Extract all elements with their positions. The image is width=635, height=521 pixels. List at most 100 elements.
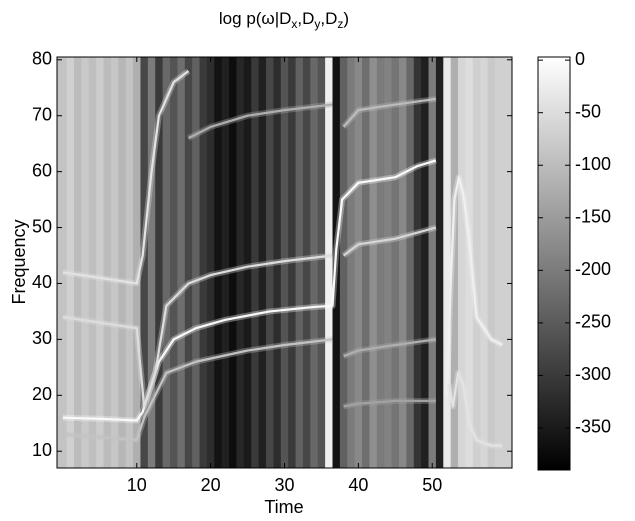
- y-tick-label: 70: [32, 104, 52, 124]
- heat-column: [57, 57, 68, 468]
- heat-column: [110, 57, 119, 468]
- heat-column: [251, 57, 260, 468]
- colorbar-tick-label: -200: [575, 259, 611, 279]
- heat-column: [347, 57, 356, 468]
- title-subscript: y: [314, 17, 320, 31]
- x-tick-label: 50: [422, 475, 442, 495]
- heat-column: [495, 57, 512, 468]
- title-part: log p(ω|D: [219, 9, 292, 28]
- colorbar: [537, 56, 571, 471]
- title-subscript: x: [291, 17, 297, 31]
- heat-column: [413, 57, 422, 468]
- ridge: [448, 371, 503, 447]
- y-axis-label: Frequency: [9, 219, 29, 304]
- title-part: ): [343, 9, 349, 28]
- heat-column: [317, 57, 326, 468]
- colorbar-tick-label: -300: [575, 364, 611, 384]
- ridge: [62, 70, 190, 285]
- ridge: [342, 226, 437, 257]
- heat-column: [384, 57, 393, 468]
- ridge: [62, 338, 333, 442]
- y-tick-label: 10: [32, 440, 52, 460]
- colorbar-tick-label: -50: [575, 101, 601, 121]
- y-tick-label: 30: [32, 328, 52, 348]
- heat-column: [443, 57, 452, 468]
- heat-column: [73, 57, 82, 468]
- heat-column: [88, 57, 97, 468]
- heat-column: [339, 57, 348, 468]
- heat-column: [325, 57, 334, 468]
- y-tick-label: 80: [32, 49, 52, 69]
- heat-column: [103, 57, 112, 468]
- heat-column: [177, 57, 186, 468]
- y-tick-label: 50: [32, 216, 52, 236]
- heat-column: [170, 57, 178, 468]
- heat-column: [243, 57, 252, 468]
- heat-column: [487, 57, 496, 468]
- heat-column: [147, 57, 156, 468]
- y-tick-label: 60: [32, 160, 52, 180]
- heat-column: [280, 57, 289, 468]
- heat-column: [391, 57, 400, 468]
- heat-column: [192, 57, 201, 468]
- heatmap: [57, 57, 512, 468]
- heat-column: [125, 57, 134, 468]
- y-tick-label: 20: [32, 384, 52, 404]
- x-tick-label: 20: [201, 475, 221, 495]
- ridge: [343, 338, 437, 358]
- heat-column: [302, 57, 311, 468]
- heat-column: [118, 57, 127, 468]
- heat-column: [258, 57, 267, 468]
- ridge: [342, 97, 437, 128]
- heat-column: [155, 57, 164, 468]
- x-axis-label: Time: [264, 497, 303, 517]
- heat-column: [376, 57, 385, 468]
- heat-column: [406, 57, 415, 468]
- heat-column: [435, 57, 444, 468]
- heat-column: [421, 57, 430, 468]
- ridge: [187, 103, 333, 140]
- colorbar-tick-label: 0: [575, 49, 585, 69]
- heat-column: [288, 57, 297, 468]
- ridge: [62, 254, 333, 408]
- heat-column: [480, 57, 489, 468]
- heat-column: [354, 57, 363, 468]
- heat-column: [199, 57, 208, 468]
- heat-column: [133, 57, 141, 468]
- colorbar-tick-label: -250: [575, 312, 611, 332]
- title-subscript: z: [337, 17, 343, 31]
- chart-title: log p(ω|Dx,Dy,Dz): [219, 9, 349, 31]
- colorbar-tick-label: -350: [575, 417, 611, 437]
- heat-column: [458, 57, 466, 468]
- heat-column: [362, 57, 370, 468]
- x-tick-label: 40: [348, 475, 368, 495]
- title-part: ,D: [297, 9, 314, 28]
- heat-column: [236, 57, 245, 468]
- heat-column: [184, 57, 193, 468]
- heat-column: [66, 57, 75, 468]
- heat-column: [369, 57, 378, 468]
- heat-column: [221, 57, 230, 468]
- colorbar-tick-label: -100: [575, 154, 611, 174]
- heat-column: [81, 57, 90, 468]
- heat-column: [472, 57, 481, 468]
- x-tick-label: 10: [127, 475, 147, 495]
- heat-column: [140, 57, 149, 468]
- heat-column: [428, 57, 437, 468]
- x-tick-label: 30: [274, 475, 294, 495]
- colorbar-tick-label: -150: [575, 207, 611, 227]
- ridge: [343, 399, 436, 408]
- heat-column: [229, 57, 237, 468]
- heat-column: [162, 57, 171, 468]
- heat-column: [214, 57, 223, 468]
- heat-column: [450, 57, 459, 468]
- ridge: [62, 159, 437, 422]
- heat-column: [398, 57, 407, 468]
- ridge: [445, 176, 503, 396]
- heat-column: [465, 57, 474, 468]
- heat-column: [310, 57, 319, 468]
- heat-column: [295, 57, 304, 468]
- heat-column: [96, 57, 105, 468]
- y-tick-label: 40: [32, 272, 52, 292]
